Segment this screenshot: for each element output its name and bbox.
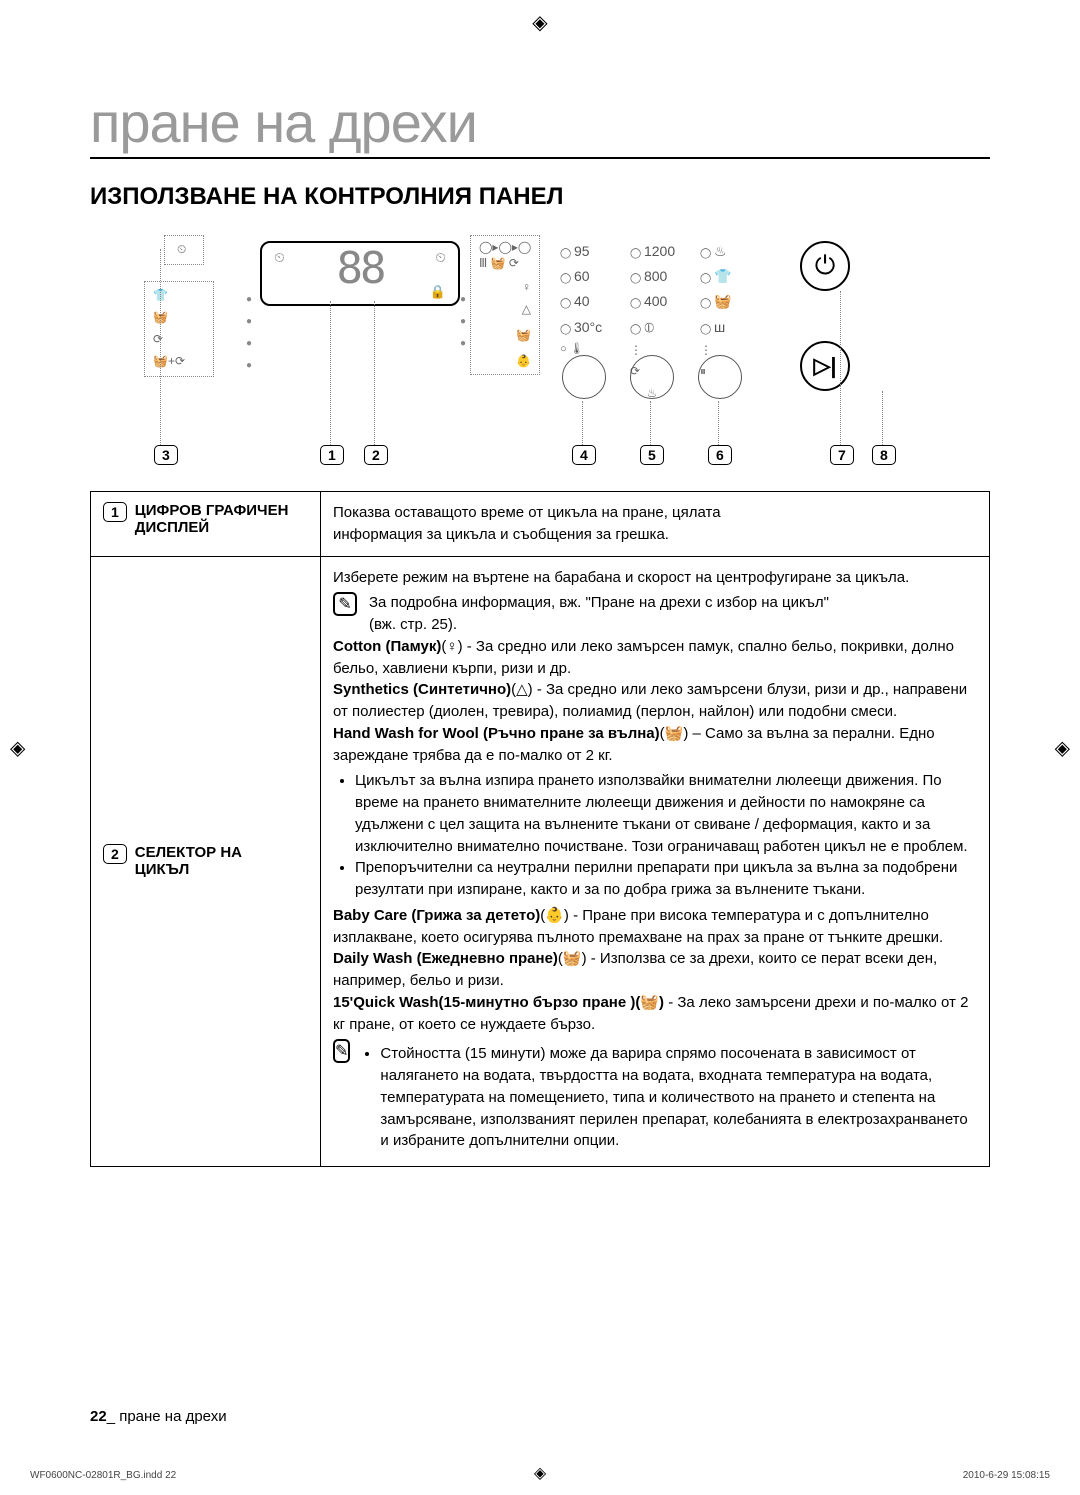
row-number: 1	[103, 502, 127, 522]
diagram-number: 2	[364, 445, 388, 465]
leader-line	[840, 291, 841, 445]
wool-icon: 🧺	[516, 328, 531, 342]
start-pause-button[interactable]: ▷|	[800, 341, 850, 391]
segment-digits: 88	[337, 243, 384, 294]
timer-small-icon: ⏲	[435, 249, 446, 266]
dots-icon: ◯▸◯▸◯	[479, 240, 531, 254]
diagram-number: 1	[320, 445, 344, 465]
digital-display: ⏲ 88 ⏲ 🔒	[260, 241, 460, 306]
temp-option: 30°c	[560, 315, 602, 340]
leader-line	[330, 301, 331, 445]
note-text: Стойността (15 минути) може да варира сп…	[380, 1043, 977, 1152]
crop-mark-icon: ◈	[10, 735, 25, 760]
power-button[interactable]: ⏻	[800, 241, 850, 291]
delay-icon: ⏲	[177, 242, 186, 257]
tray-icons: Ⅲ 🧺 ⟳	[479, 256, 519, 270]
spin-option: 800	[630, 264, 675, 289]
led-dots: ●●●	[460, 289, 466, 355]
diagram-number: 8	[872, 445, 896, 465]
description-table: 1 ЦИФРОВ ГРАФИЧЕН ДИСПЛЕЙ Показва остава…	[90, 491, 990, 1167]
desc-text: Изберете режим на въртене на барабана и …	[333, 567, 977, 589]
row-desc-cell: Показва оставащото време от цикъла на пр…	[321, 492, 990, 557]
page-title: пране на дрехи	[90, 90, 990, 159]
spin-knob[interactable]: ♨	[630, 355, 674, 399]
leader-line	[582, 401, 583, 445]
note-icon: ✎	[333, 592, 357, 616]
row-label-cell: 2 СЕЛЕКТОР НА ЦИКЪЛ	[91, 556, 321, 1167]
option-knob[interactable]	[698, 355, 742, 399]
row-desc-cell: Изберете режим на въртене на барабана и …	[321, 556, 990, 1167]
row-label: СЕЛЕКТОР НА	[135, 844, 242, 861]
desc-text: Показва оставащото време от цикъла на пр…	[333, 502, 977, 524]
desc-text: информация за цикъла и съобщения за греш…	[333, 524, 977, 546]
temp-knob[interactable]	[562, 355, 606, 399]
row-label: ДИСПЛЕЙ	[135, 519, 289, 536]
diagram-number: 7	[830, 445, 854, 465]
temp-option: 40	[560, 289, 602, 314]
combo-icon: 🧺+⟳	[153, 354, 185, 368]
row-label: ЦИКЪЛ	[135, 861, 242, 878]
diagram-number: 3	[154, 445, 178, 465]
table-row: 1 ЦИФРОВ ГРАФИЧЕН ДИСПЛЕЙ Показва остава…	[91, 492, 990, 557]
lock-small-icon: 🔒	[430, 284, 446, 300]
row-label-cell: 1 ЦИФРОВ ГРАФИЧЕН ДИСПЛЕЙ	[91, 492, 321, 557]
leader-line	[650, 401, 651, 445]
spin-option: 400	[630, 289, 675, 314]
diagram-number: 4	[572, 445, 596, 465]
control-panel-diagram: ⏲ 👕 🧺 ⟳ 🧺+⟳ ◯▸◯▸◯ Ⅲ 🧺 ⟳ ♀ △ 🧺 👶 ⏲ 88 ⏲ 🔒…	[130, 231, 950, 481]
cotton-icon: ♀	[522, 280, 531, 294]
rinse-icon: ⟳	[153, 332, 163, 346]
list-item: Препоръчителни са неутрални перилни преп…	[355, 857, 977, 901]
temp-column: 95 60 40 30°c ○ 🌡	[560, 239, 602, 360]
crop-mark-icon: ◈	[1055, 735, 1070, 760]
leader-line	[160, 249, 161, 445]
page-label: _ пране на дрехи	[107, 1408, 227, 1425]
diagram-number: 6	[708, 445, 732, 465]
option-led: ш	[700, 315, 731, 340]
section-heading: ИЗПОЛЗВАНЕ НА КОНТРОЛНИЯ ПАНЕЛ	[90, 183, 990, 211]
row-label: ЦИФРОВ ГРАФИЧЕН	[135, 502, 289, 519]
note-icon: ✎	[333, 1039, 350, 1063]
option-led: 👕	[700, 264, 731, 289]
led-dots: ●●●●	[246, 289, 252, 377]
crop-mark-icon: ◈	[534, 1463, 546, 1483]
note-text: За подробна информация, вж. "Пране на др…	[369, 592, 829, 614]
leader-line	[374, 301, 375, 445]
option-led: 🧺	[700, 289, 731, 314]
delay-small-icon: ⏲	[274, 249, 285, 266]
baby-icon: 👶	[516, 354, 531, 368]
cycle-line: Baby Care (Грижа за детето)(👶) - Пране п…	[333, 905, 977, 949]
leader-line	[882, 391, 883, 445]
option-led: ♨	[700, 239, 731, 264]
callout-box: ⏲	[164, 235, 204, 265]
note-text: (вж. стр. 25).	[369, 614, 829, 636]
cycle-line: Hand Wash for Wool (Ръчно пране за вълна…	[333, 723, 977, 767]
page-number: 22	[90, 1408, 107, 1425]
callout-box: 👕 🧺 ⟳ 🧺+⟳	[144, 281, 214, 377]
page-footer: 22_ пране на дрехи	[90, 1408, 227, 1425]
print-footer-left: WF0600NC-02801R_BG.indd 22	[30, 1470, 176, 1481]
callout-box: ◯▸◯▸◯ Ⅲ 🧺 ⟳ ♀ △ 🧺 👶	[470, 235, 540, 375]
diagram-number: 5	[640, 445, 664, 465]
row-number: 2	[103, 844, 127, 864]
eco-icon: ♨	[647, 386, 658, 400]
list-item: Цикълът за вълна изпира прането използва…	[355, 770, 977, 857]
cycle-line: 15'Quick Wash(15-минутно бързо пране )(🧺…	[333, 992, 977, 1036]
spin-option: ⦶	[630, 315, 675, 340]
cycle-line: Daily Wash (Ежедневно пране)(🧺) - Използ…	[333, 948, 977, 992]
temp-option: 95	[560, 239, 602, 264]
leader-line	[718, 401, 719, 445]
table-row: 2 СЕЛЕКТОР НА ЦИКЪЛ Изберете режим на въ…	[91, 556, 990, 1167]
print-footer-right: 2010-6-29 15:08:15	[963, 1470, 1050, 1481]
page-content: пране на дрехи ИЗПОЛЗВАНЕ НА КОНТРОЛНИЯ …	[90, 90, 990, 1435]
synthetics-icon: △	[522, 302, 531, 316]
spin-option: 1200	[630, 239, 675, 264]
cycle-line: Synthetics (Синтетично)(△) - За средно и…	[333, 679, 977, 723]
cycle-line: Cotton (Памук)(♀) - За средно или леко з…	[333, 636, 977, 680]
temp-option: 60	[560, 264, 602, 289]
crop-mark-icon: ◈	[532, 10, 547, 35]
